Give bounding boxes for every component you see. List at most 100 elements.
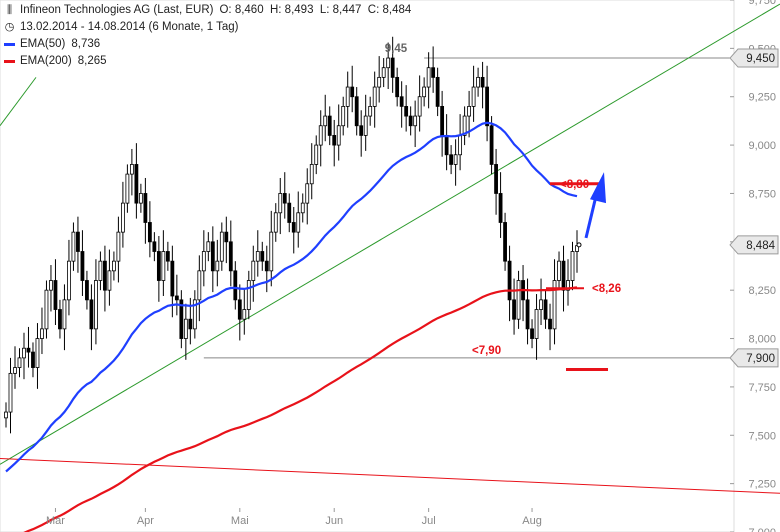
candle-body	[219, 231, 224, 262]
x-tick-label: Jun	[325, 515, 343, 527]
candle-body	[53, 280, 58, 310]
candle-body	[224, 231, 229, 243]
candle-body	[282, 193, 287, 204]
candle-body	[332, 135, 337, 146]
candle-body	[327, 115, 332, 136]
period-label: 13.02.2014 - 14.08.2014 (6 Monate, 1 Tag…	[20, 21, 239, 33]
candle-body	[395, 76, 400, 98]
candle-body	[413, 115, 418, 127]
candle-body	[80, 251, 85, 281]
candle-body	[561, 260, 566, 291]
legend: ⫼ Infineon Technologies AG (Last, EUR) O…	[4, 2, 411, 70]
candle-body	[125, 173, 130, 204]
ema50-name: EMA(50)	[20, 38, 66, 50]
candle-body	[530, 328, 534, 339]
red-downtrend-line	[0, 457, 780, 494]
price-tag-label: 9,450	[746, 53, 775, 65]
ohlc-readout: O: 8,460 H: 8,493 L: 8,447 C: 8,484	[219, 4, 412, 16]
candle-body	[215, 260, 220, 272]
candle-body	[165, 251, 170, 262]
candle-body	[408, 115, 413, 127]
candle-body	[35, 338, 40, 368]
legend-period-row: ◷ 13.02.2014 - 14.08.2014 (6 Monate, 1 T…	[4, 19, 411, 36]
candle-body	[309, 164, 314, 185]
candle-body	[476, 76, 480, 88]
candle-body	[242, 309, 247, 320]
candle-body	[31, 351, 35, 368]
ema200-value: 8,265	[77, 55, 107, 67]
candle-body	[170, 260, 175, 297]
candle-body	[188, 318, 193, 330]
candle-body	[67, 260, 71, 301]
moving-averages	[5, 121, 578, 532]
candle-body	[156, 251, 161, 281]
trendlines	[0, 3, 780, 494]
candle-body	[494, 164, 498, 194]
candle-body	[44, 289, 49, 330]
candle-body	[305, 183, 310, 204]
annotation-label: 9,45	[385, 43, 408, 55]
ema200-line	[23, 286, 578, 532]
candle-body	[453, 154, 458, 165]
candle-body	[516, 280, 521, 320]
candle-body	[206, 241, 211, 252]
candle-body	[440, 106, 445, 136]
candle-body	[557, 260, 561, 281]
candle-body	[143, 193, 148, 223]
candle-body	[228, 241, 233, 272]
green-upper-line	[0, 77, 37, 127]
x-tick-label: Apr	[137, 515, 154, 527]
candle-body	[8, 372, 13, 413]
candle-body	[426, 67, 431, 88]
candle-body	[386, 57, 391, 69]
candle-body	[485, 86, 489, 127]
ema50-value: 8,736	[71, 38, 101, 50]
legend-title-row: ⫼ Infineon Technologies AG (Last, EUR) O…	[4, 2, 411, 19]
legend-ema200: EMA(200) 8,265	[4, 53, 411, 70]
candle-body	[444, 135, 449, 156]
candle-body	[192, 299, 197, 330]
candle-body	[363, 115, 368, 136]
candle-body	[489, 125, 494, 165]
x-tick-label: Jul	[422, 515, 436, 527]
candle-body	[539, 299, 543, 310]
candle-body	[390, 57, 395, 78]
candle-body	[341, 106, 346, 127]
candle-body	[26, 347, 31, 353]
annotation-label: <8,26	[592, 283, 621, 295]
candle-body	[543, 299, 548, 320]
candle-body	[503, 222, 507, 262]
candlestick-chart-icon: ⫼	[6, 4, 13, 16]
candle-body	[201, 251, 206, 272]
candle-body	[278, 193, 283, 214]
ema50-swatch	[4, 43, 15, 46]
candle-body	[260, 251, 265, 262]
candlesticks	[4, 36, 582, 434]
y-tick-label: 7,000	[748, 527, 776, 532]
candle-body	[548, 318, 552, 330]
candle-body	[381, 67, 386, 78]
gridlines	[0, 0, 735, 532]
y-tick-label: 9,000	[748, 140, 776, 152]
candle-body	[116, 231, 121, 262]
y-tick-label: 8,000	[748, 334, 776, 346]
last-price-dot	[576, 242, 582, 248]
candle-body	[103, 260, 107, 291]
y-tick-label: 7,750	[748, 382, 776, 394]
price-tag	[729, 235, 779, 255]
candle-body	[246, 280, 251, 310]
candle-body	[161, 251, 166, 281]
candle-body	[498, 193, 503, 223]
candle-body	[404, 106, 409, 117]
green-uptrend-line	[0, 3, 780, 465]
x-tick-label: Mär	[46, 515, 65, 527]
candle-body	[62, 299, 67, 330]
candle-body	[152, 241, 157, 252]
candle-body	[134, 164, 139, 204]
candle-body	[422, 86, 427, 98]
candle-body	[534, 309, 539, 339]
clock-icon: ◷	[4, 21, 15, 33]
candle-body	[345, 86, 350, 107]
candle-body	[471, 86, 476, 107]
